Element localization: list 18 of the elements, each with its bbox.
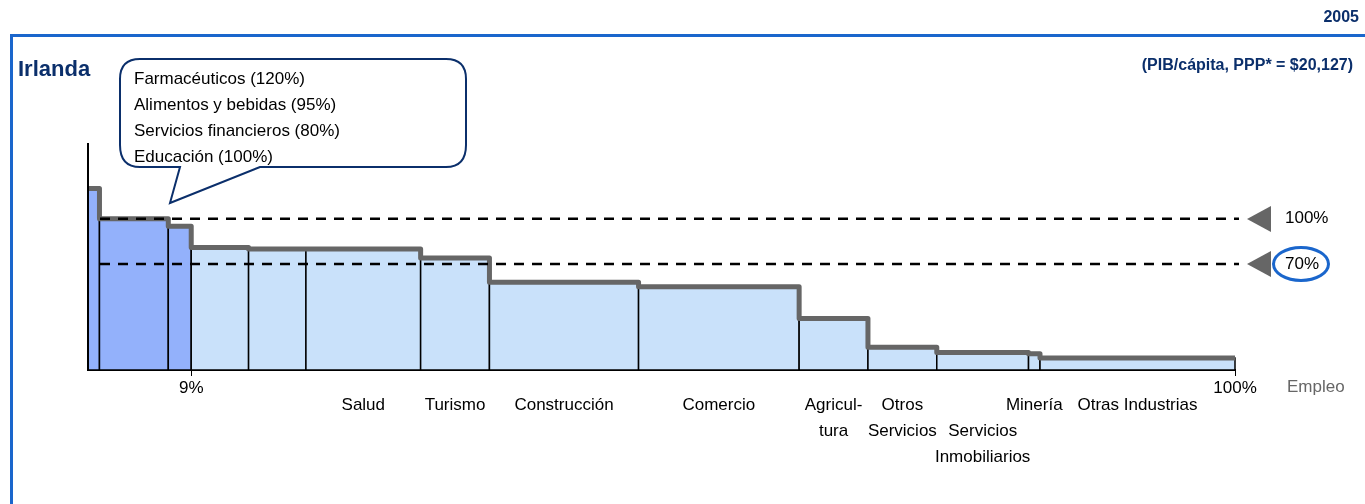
x-axis-title: Empleo [1287,377,1345,397]
category-label: Comercio [682,395,756,415]
y-tick-label: 70% [1285,253,1320,273]
category-label: Otras Industrias [1077,395,1198,415]
text: 2005 [1323,8,1359,26]
text: Farmacéuticos (120%) [134,68,306,90]
category-label: Turismo [424,395,486,415]
chart-title: Irlanda [18,56,91,82]
category-label: Otros Servicios [867,395,937,441]
category-label: Construcción [514,395,614,415]
category-label: Salud [341,395,386,415]
chart-subtitle: (PIB/cápita, PPP* = $20,127) [1141,56,1353,74]
category-label: Agricul- tura [804,395,863,441]
x-tick-label: 9% [178,377,204,397]
category-label: Minería [1005,395,1063,415]
text: Servicios financieros (80%) [134,120,340,142]
text: Alimentos y bebidas (95%) [134,94,338,116]
annotation: Educación (100%) [134,146,274,168]
